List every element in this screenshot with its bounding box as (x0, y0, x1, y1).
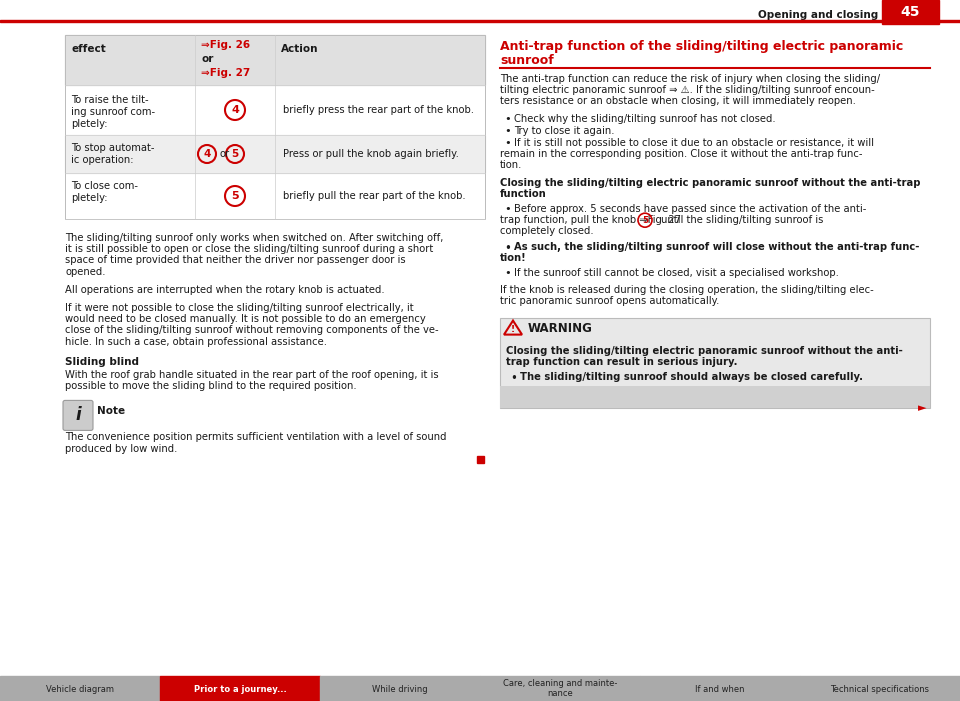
Text: briefly pull the rear part of the knob.: briefly pull the rear part of the knob. (283, 191, 466, 201)
Text: •: • (504, 138, 511, 148)
Text: Closing the sliding/tilting electric panoramic sunroof without the anti-trap: Closing the sliding/tilting electric pan… (500, 177, 921, 188)
Text: until the sliding/tilting sunroof is: until the sliding/tilting sunroof is (661, 215, 824, 225)
Text: •: • (504, 125, 511, 136)
Text: All operations are interrupted when the rotary knob is actuated.: All operations are interrupted when the … (65, 285, 385, 295)
Bar (65, 35, 485, 219)
Text: pletely:: pletely: (71, 119, 108, 129)
Text: To raise the tilt-: To raise the tilt- (71, 95, 149, 105)
Text: Action: Action (281, 44, 319, 54)
Text: effect: effect (71, 44, 106, 54)
Text: The convenience position permits sufficient ventilation with a level of sound: The convenience position permits suffici… (65, 433, 446, 442)
Text: ing sunroof com-: ing sunroof com- (71, 107, 156, 117)
Bar (640, 676, 800, 701)
Text: WARNING: WARNING (528, 322, 593, 334)
Text: The sliding/tilting sunroof only works when switched on. After switching off,: The sliding/tilting sunroof only works w… (65, 233, 444, 243)
Text: ⇒Fig. 26: ⇒Fig. 26 (201, 40, 251, 50)
Text: pletely:: pletely: (71, 193, 108, 203)
Text: Prior to a journey...: Prior to a journey... (194, 685, 286, 694)
Text: carmanualsonline.info: carmanualsonline.info (411, 690, 549, 701)
Text: function: function (500, 189, 547, 199)
Text: !: ! (511, 325, 516, 334)
Text: •: • (504, 242, 511, 254)
Text: •: • (510, 372, 516, 385)
Text: Press or pull the knob again briefly.: Press or pull the knob again briefly. (283, 149, 459, 159)
Text: sunroof: sunroof (500, 54, 554, 67)
Text: Care, cleaning and mainte-: Care, cleaning and mainte- (503, 679, 617, 688)
Text: i: i (75, 407, 81, 424)
Text: Opening and closing: Opening and closing (757, 10, 878, 20)
Bar (0, 20, 960, 22)
Text: ic operation:: ic operation: (71, 155, 133, 165)
Text: To close com-: To close com- (71, 181, 138, 191)
Text: Check why the sliding/tilting sunroof has not closed.: Check why the sliding/tilting sunroof ha… (514, 114, 776, 123)
FancyBboxPatch shape (63, 400, 93, 430)
Text: opened.: opened. (65, 266, 106, 277)
Text: ⇒Fig. 27: ⇒Fig. 27 (201, 68, 251, 78)
Text: Technical specifications: Technical specifications (830, 685, 929, 694)
Text: 45: 45 (900, 5, 920, 19)
Text: While driving: While driving (372, 685, 428, 694)
Bar (480, 676, 639, 701)
Text: 4: 4 (204, 149, 210, 159)
Text: Anti-trap function of the sliding/tilting electric panoramic: Anti-trap function of the sliding/tiltin… (500, 40, 903, 53)
Text: space of time provided that neither the driver nor passenger door is: space of time provided that neither the … (65, 255, 406, 266)
Text: ters resistance or an obstacle when closing, it will immediately reopen.: ters resistance or an obstacle when clos… (500, 97, 856, 107)
Text: or: or (201, 54, 213, 64)
Text: produced by low wind.: produced by low wind. (65, 444, 178, 454)
Text: hicle. In such a case, obtain professional assistance.: hicle. In such a case, obtain profession… (65, 336, 327, 346)
Text: Before approx. 5 seconds have passed since the activation of the anti-: Before approx. 5 seconds have passed sin… (514, 204, 866, 214)
Text: possible to move the sliding blind to the required position.: possible to move the sliding blind to th… (65, 381, 356, 391)
Text: With the roof grab handle situated in the rear part of the roof opening, it is: With the roof grab handle situated in th… (65, 370, 439, 380)
Text: trap function, pull the knob ⇒Fig. 27: trap function, pull the knob ⇒Fig. 27 (500, 215, 681, 225)
Text: •: • (504, 114, 511, 123)
Bar (65, 135, 485, 173)
Bar (800, 676, 959, 701)
Text: To stop automat-: To stop automat- (71, 143, 155, 153)
Bar (65, 35, 485, 85)
Text: If the knob is released during the closing operation, the sliding/tilting elec-: If the knob is released during the closi… (500, 285, 874, 295)
Bar (500, 318, 930, 407)
Text: nance: nance (547, 690, 573, 698)
Text: tion.: tion. (500, 161, 522, 170)
Text: •: • (504, 268, 511, 278)
Text: 5: 5 (642, 216, 648, 225)
Text: tric panoramic sunroof opens automatically.: tric panoramic sunroof opens automatical… (500, 297, 719, 306)
Text: Closing the sliding/tilting electric panoramic sunroof without the anti-: Closing the sliding/tilting electric pan… (506, 346, 902, 355)
Text: tion!: tion! (500, 253, 527, 263)
Text: briefly press the rear part of the knob.: briefly press the rear part of the knob. (283, 105, 474, 115)
Bar (160, 676, 320, 701)
Text: would need to be closed manually. It is not possible to do an emergency: would need to be closed manually. It is … (65, 314, 425, 324)
Text: The anti-trap function can reduce the risk of injury when closing the sliding/: The anti-trap function can reduce the ri… (500, 74, 880, 84)
Text: The sliding/tilting sunroof should always be closed carefully.: The sliding/tilting sunroof should alway… (520, 372, 863, 382)
Text: it is still possible to open or close the sliding/tilting sunroof during a short: it is still possible to open or close th… (65, 244, 433, 254)
Bar (320, 676, 479, 701)
Bar (0, 676, 159, 701)
Bar (500, 386, 930, 407)
Text: Vehicle diagram: Vehicle diagram (46, 685, 114, 694)
Text: 5: 5 (231, 149, 239, 159)
Text: 5: 5 (231, 191, 239, 201)
Text: or: or (219, 149, 229, 159)
Text: 4: 4 (231, 105, 239, 115)
Text: close of the sliding/tilting sunroof without removing components of the ve-: close of the sliding/tilting sunroof wit… (65, 325, 439, 335)
Text: completely closed.: completely closed. (500, 226, 593, 236)
Bar (882, 0, 939, 24)
Text: Note: Note (97, 407, 125, 416)
Text: trap function can result in serious injury.: trap function can result in serious inju… (506, 357, 737, 367)
Bar (477, 456, 484, 463)
Text: remain in the corresponding position. Close it without the anti-trap func-: remain in the corresponding position. Cl… (500, 149, 862, 159)
Text: If the sunroof still cannot be closed, visit a specialised workshop.: If the sunroof still cannot be closed, v… (514, 268, 839, 278)
Text: As such, the sliding/tilting sunroof will close without the anti-trap func-: As such, the sliding/tilting sunroof wil… (514, 242, 920, 252)
Text: Try to close it again.: Try to close it again. (514, 125, 614, 136)
Text: If and when: If and when (695, 685, 745, 694)
Text: If it were not possible to close the sliding/tilting sunroof electrically, it: If it were not possible to close the sli… (65, 303, 414, 313)
Text: ►: ► (918, 404, 926, 414)
Text: Sliding blind: Sliding blind (65, 357, 139, 367)
Text: tilting electric panoramic sunroof ⇒ ⚠. If the sliding/tilting sunroof encoun-: tilting electric panoramic sunroof ⇒ ⚠. … (500, 86, 875, 95)
Text: •: • (504, 204, 511, 214)
Text: If it is still not possible to close it due to an obstacle or resistance, it wil: If it is still not possible to close it … (514, 138, 874, 148)
